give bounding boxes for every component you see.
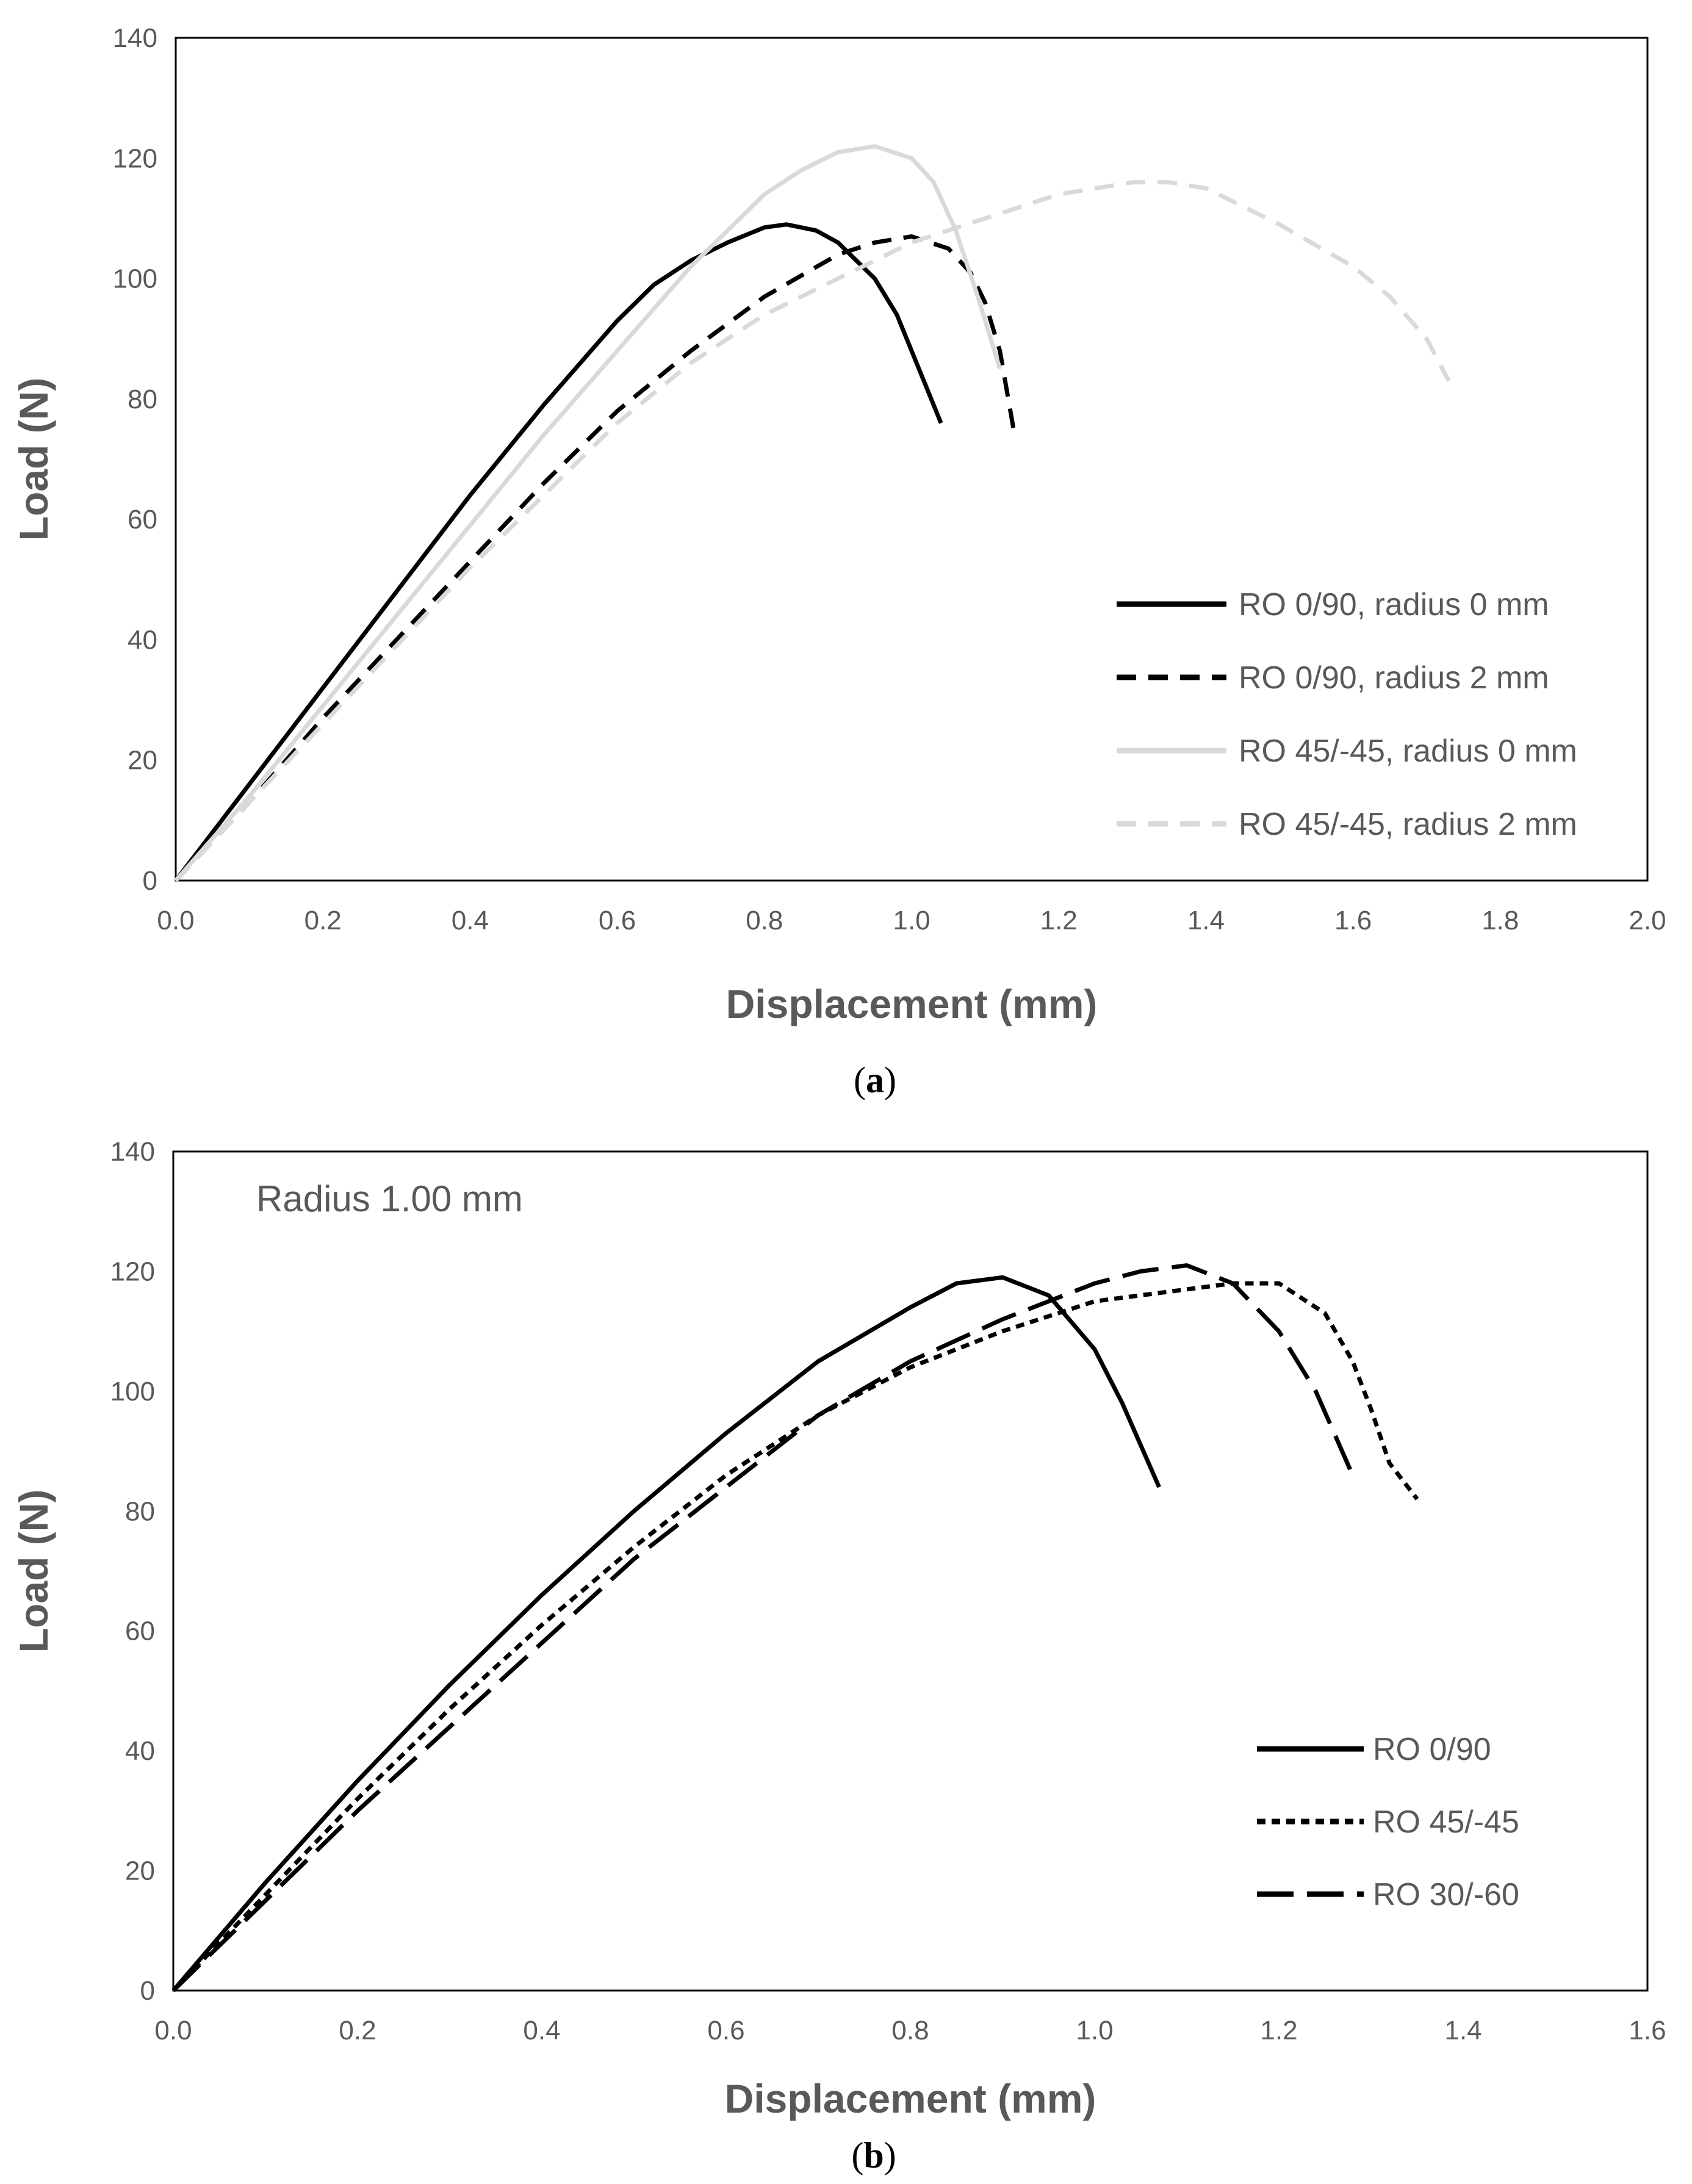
- caption-open: (: [851, 2135, 863, 2175]
- chart-b: 0 20 40 60 80 100 120 140 0.0 0.2 0.4 0.6 0.8 1.0 1.2 1…: [11, 1137, 1666, 2175]
- legend-label-2: RO 45/-45: [1373, 1804, 1519, 1840]
- caption-close: ): [884, 2135, 896, 2175]
- x-tick-label: 1.8: [1481, 906, 1519, 935]
- legend: RO 0/90, radius 0 mm RO 0/90, radius 2 mm…: [1117, 587, 1577, 842]
- panel-caption: (a): [854, 1060, 896, 1100]
- legend-label-3: RO 45/-45, radius 0 mm: [1239, 733, 1577, 769]
- x-tick-label: 1.2: [1040, 906, 1078, 935]
- x-tick-label: 0.6: [707, 2016, 744, 2045]
- caption-close: ): [884, 1060, 896, 1100]
- series-line-2: [174, 234, 1017, 882]
- series-line-1: [174, 222, 943, 882]
- series-line-2: [171, 1281, 1419, 1992]
- y-tick-label: 40: [128, 625, 157, 655]
- x-tick-label: 2.0: [1629, 906, 1666, 935]
- y-axis-title: Load (N): [11, 1490, 56, 1653]
- y-tick-label: 100: [113, 264, 157, 294]
- x-tick-label: 1.2: [1260, 2016, 1297, 2045]
- plot-frame: [175, 37, 1649, 882]
- y-tick-label: 120: [110, 1256, 155, 1286]
- y-tick-label: 0: [143, 866, 157, 896]
- y-axis-title: Load (N): [11, 378, 56, 541]
- caption-letter: a: [866, 1060, 884, 1100]
- series-line-1: [171, 1275, 1161, 1992]
- y-tick-label: 120: [113, 143, 157, 173]
- x-tick-label: 0.2: [339, 2016, 376, 2045]
- series-line-3: [174, 144, 1003, 882]
- legend-label-3: RO 30/-60: [1373, 1877, 1519, 1912]
- x-tick-label: 0.4: [523, 2016, 560, 2045]
- panel-caption: (b): [851, 2135, 896, 2175]
- annotation-text: Radius 1.00 mm: [256, 1178, 523, 1219]
- y-tick-label: 20: [125, 1856, 155, 1886]
- x-tick-label: 1.0: [893, 906, 930, 935]
- x-tick-label: 0.0: [154, 2016, 192, 2045]
- x-axis-title: Displacement (mm): [725, 2076, 1096, 2121]
- y-tick-label: 80: [125, 1496, 155, 1526]
- y-tick-label: 140: [110, 1137, 155, 1167]
- legend-label-2: RO 0/90, radius 2 mm: [1239, 660, 1549, 696]
- legend-label-1: RO 0/90: [1373, 1732, 1491, 1767]
- x-axis-title: Displacement (mm): [726, 981, 1098, 1026]
- y-tick-label: 60: [128, 505, 157, 535]
- x-tick-label: 1.0: [1076, 2016, 1113, 2045]
- series-line-3: [171, 1263, 1355, 1992]
- y-tick-label: 40: [125, 1736, 155, 1766]
- x-tick-label: 0.8: [746, 906, 783, 935]
- x-tick-label: 0.0: [157, 906, 194, 935]
- caption-open: (: [854, 1060, 866, 1100]
- y-tick-label: 140: [113, 23, 157, 53]
- legend: RO 0/90 RO 45/-45 RO 30/-60: [1257, 1732, 1519, 1912]
- y-tick-label: 100: [110, 1377, 155, 1407]
- legend-label-4: RO 45/-45, radius 2 mm: [1239, 807, 1577, 842]
- legend-label-1: RO 0/90, radius 0 mm: [1239, 587, 1549, 622]
- x-tick-label: 0.4: [452, 906, 489, 935]
- x-tick-label: 1.4: [1187, 906, 1225, 935]
- x-tick-label: 1.6: [1334, 906, 1372, 935]
- x-tick-label: 0.8: [891, 2016, 929, 2045]
- x-tick-label: 1.4: [1444, 2016, 1481, 2045]
- y-tick-label: 60: [125, 1616, 155, 1646]
- caption-letter: b: [863, 2135, 884, 2175]
- chart-a: 0 20 40 60 80 100 120 140 0.0 0.2 0.4 0.6 0.8 1.0 1.2 1…: [11, 23, 1666, 1100]
- y-tick-label: 0: [140, 1976, 155, 2006]
- x-tick-label: 0.2: [304, 906, 342, 935]
- y-tick-label: 80: [128, 384, 157, 414]
- x-tick-label: 1.6: [1629, 2016, 1666, 2045]
- x-tick-label: 0.6: [599, 906, 636, 935]
- y-tick-label: 20: [128, 746, 157, 776]
- series-line-4: [174, 180, 1451, 882]
- plot-frame: [172, 1150, 1649, 1992]
